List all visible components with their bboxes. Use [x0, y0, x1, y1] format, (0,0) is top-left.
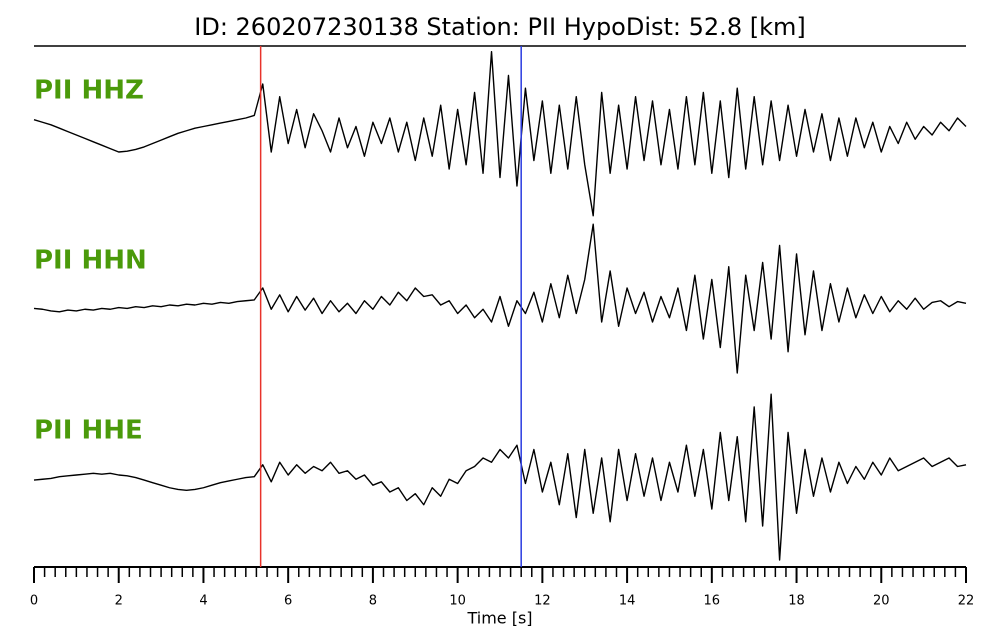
x-tick-label: 22 [958, 594, 975, 609]
x-tick-label: 10 [449, 594, 466, 609]
chart-title: ID: 260207230138 Station: PII HypoDist: … [194, 13, 805, 41]
trace-label: PII HHZ [34, 76, 144, 106]
trace-label: PII HHN [34, 246, 147, 276]
x-axis-label: Time [s] [466, 609, 532, 628]
waveform [33, 393, 967, 561]
x-tick-label: 6 [284, 594, 292, 609]
x-tick-label: 4 [199, 594, 207, 609]
x-tick-label: 0 [30, 594, 38, 609]
waveform [33, 51, 967, 217]
trace-label: PII HHE [34, 416, 143, 446]
waveform [33, 223, 967, 374]
x-tick-label: 14 [619, 594, 636, 609]
x-tick-label: 20 [873, 594, 890, 609]
x-tick-label: 12 [534, 594, 551, 609]
x-tick-label: 18 [788, 594, 805, 609]
x-tick-label: 8 [369, 594, 377, 609]
x-tick-label: 16 [704, 594, 721, 609]
x-tick-label: 2 [115, 594, 123, 609]
